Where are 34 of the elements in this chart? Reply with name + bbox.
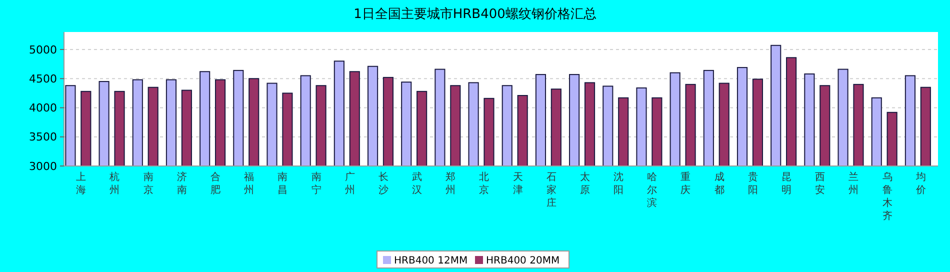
x-tick-label: 南昌	[278, 171, 288, 196]
x-tick-label: 重庆	[680, 171, 691, 196]
x-tick-label: 郑州	[446, 171, 456, 196]
y-tick-label: 3000	[29, 160, 57, 173]
x-tick-label: 成都	[714, 171, 724, 196]
x-tick-label: 哈尔滨	[647, 171, 658, 209]
x-tick-label: 贵阳	[748, 171, 758, 196]
y-tick-label: 5000	[29, 43, 57, 56]
x-tick-label: 西安	[815, 172, 826, 196]
x-tick-label: 昆明	[782, 172, 792, 196]
x-tick-label: 杭州	[108, 171, 120, 196]
x-tick-label: 福州	[244, 171, 254, 196]
y-tick-label: 4000	[29, 102, 57, 115]
x-tick-label: 天津	[512, 172, 523, 196]
legend-label: HRB400 12MM	[394, 256, 468, 266]
chart-title: 1日全国主要城市HRB400螺纹钢价格汇总	[354, 6, 596, 22]
x-tick-label: 广州	[344, 171, 355, 196]
x-tick-label: 合肥	[210, 171, 220, 196]
x-tick-label: 兰州	[848, 171, 859, 196]
x-tick-label: 济南	[176, 171, 187, 196]
x-tick-label: 南宁	[311, 171, 322, 196]
x-tick-label: 太原	[580, 171, 590, 196]
x-tick-label: 上海	[76, 171, 86, 196]
legend-label: HRB400 20MM	[486, 256, 560, 266]
y-tick-label: 4500	[29, 72, 57, 86]
x-tick-label: 乌鲁木齐	[882, 171, 892, 222]
x-tick-label: 长沙	[378, 171, 388, 196]
x-tick-label: 北京	[479, 171, 490, 196]
x-tick-label: 武汉	[412, 171, 422, 196]
x-tick-label: 石家庄	[546, 172, 556, 209]
x-tick-label: 均价	[914, 171, 926, 196]
x-tick-label: 南京	[143, 171, 154, 196]
x-tick-label: 沈阳	[614, 171, 624, 196]
y-tick-label: 3500	[29, 130, 57, 144]
